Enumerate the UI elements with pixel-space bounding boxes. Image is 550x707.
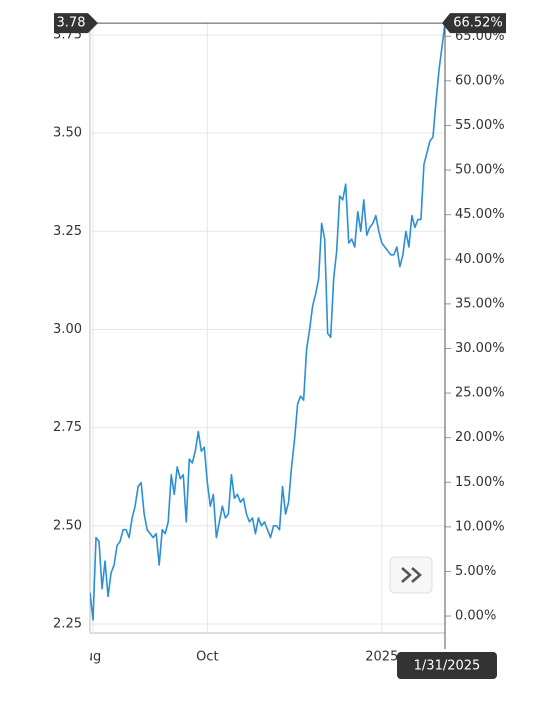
y-tick-label: 3.50 bbox=[53, 126, 82, 141]
y2-tick-label: 45.00% bbox=[455, 207, 505, 222]
y-crosshair-label: 3.78 bbox=[57, 16, 86, 31]
y2-tick-label: 10.00% bbox=[455, 519, 505, 534]
grid bbox=[89, 22, 451, 634]
y-tick-label: 3.25 bbox=[53, 224, 82, 239]
scroll-button[interactable] bbox=[389, 556, 433, 594]
y2-tick-label: 40.00% bbox=[455, 252, 505, 267]
y-tick-label: 2.75 bbox=[53, 420, 82, 435]
y2-tick-label: 60.00% bbox=[455, 73, 505, 88]
y2-crosshair-box bbox=[442, 13, 506, 34]
x-crosshair-label: 1/31/2025 bbox=[414, 659, 481, 674]
y2-tick-label: 20.00% bbox=[455, 430, 505, 445]
y2-tick-label: 25.00% bbox=[455, 386, 505, 401]
plot bbox=[90, 23, 446, 621]
y2-tick-label: 55.00% bbox=[455, 118, 505, 133]
labels: 2.252.502.753.003.253.503.750.00%5.00%10… bbox=[53, 13, 506, 679]
y2-tick-label: 35.00% bbox=[455, 296, 505, 311]
x-tick-label: 2025 bbox=[365, 650, 398, 665]
y-tick-label: 2.50 bbox=[53, 518, 82, 533]
y2-tick-label: 15.00% bbox=[455, 475, 505, 490]
y-crosshair-box bbox=[54, 13, 98, 34]
y-tick-label: 2.25 bbox=[53, 616, 82, 631]
y2-crosshair-label: 66.52% bbox=[453, 16, 503, 31]
x-crosshair-box bbox=[397, 652, 497, 679]
y2-tick-label: 50.00% bbox=[455, 163, 505, 178]
price-line bbox=[90, 23, 446, 621]
y-tick-label: 3.00 bbox=[53, 322, 82, 337]
y2-tick-label: 0.00% bbox=[455, 609, 496, 624]
x-tick-label: Oct bbox=[196, 650, 218, 665]
x-tick-label: ug bbox=[85, 650, 102, 665]
y2-tick-label: 5.00% bbox=[455, 564, 496, 579]
y2-tick-label: 30.00% bbox=[455, 341, 505, 356]
